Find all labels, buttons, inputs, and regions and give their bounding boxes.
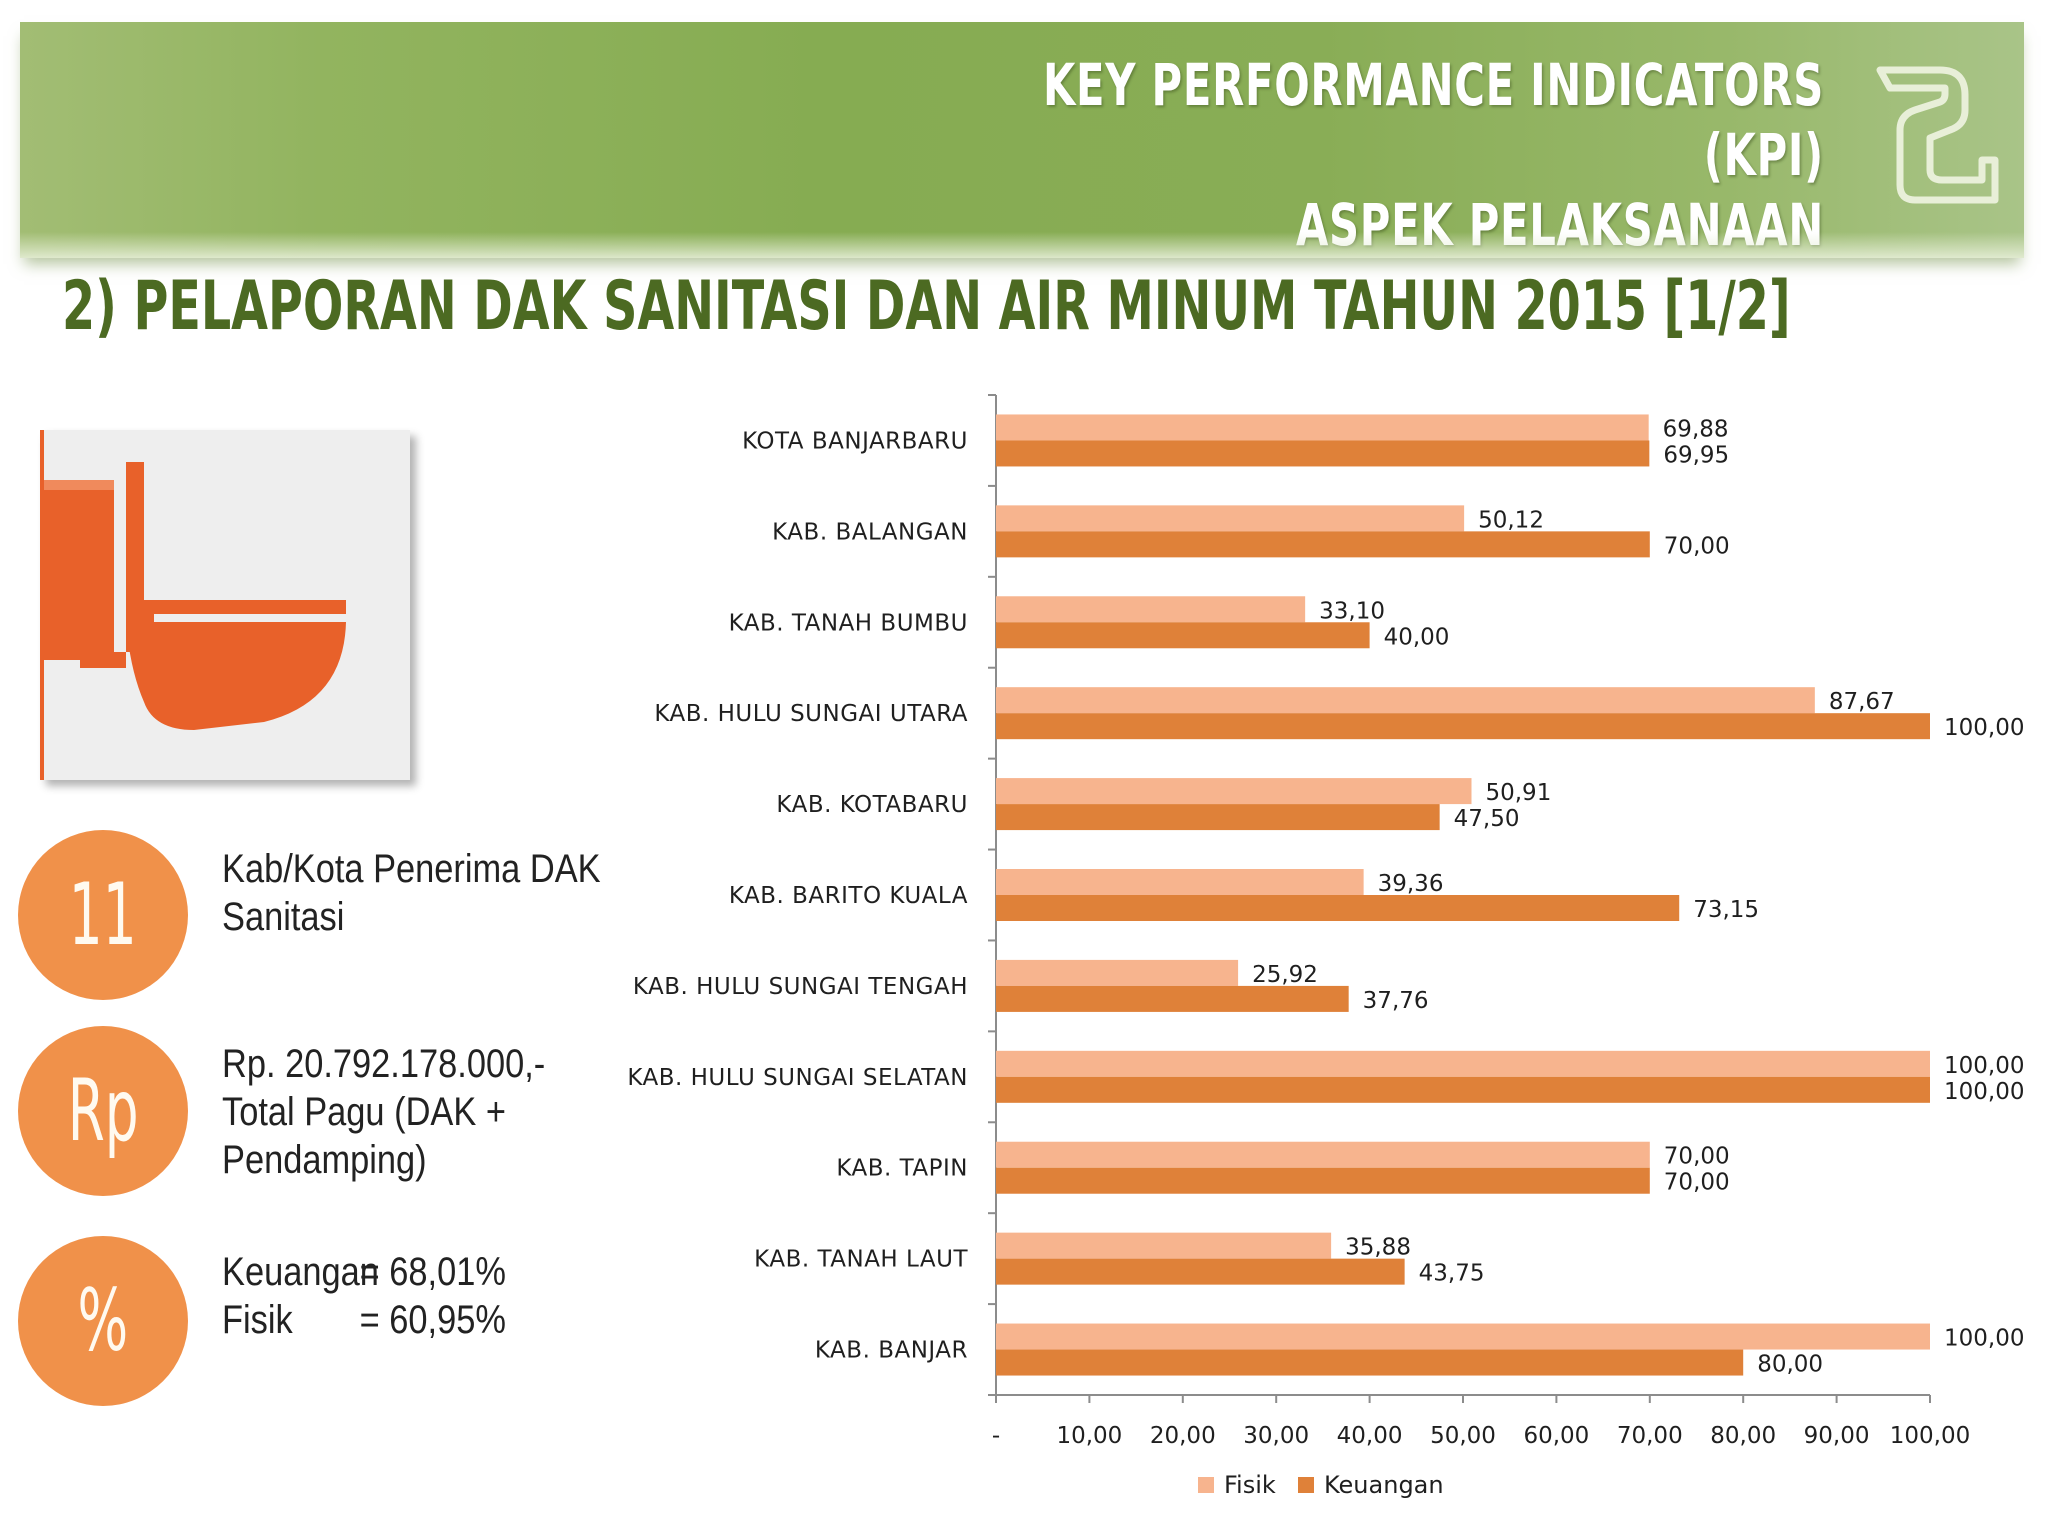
data-label-fisik: 50,91 (1485, 780, 1551, 806)
bar-keuangan (996, 1258, 1405, 1285)
bar-keuangan (996, 985, 1349, 1012)
bar-fisik (996, 414, 1649, 441)
data-label-fisik: 50,12 (1478, 507, 1544, 533)
category-label: KAB. TANAH LAUT (754, 1247, 968, 1273)
data-label-keuangan: 73,15 (1693, 897, 1759, 923)
toilet-icon-card (40, 430, 410, 780)
rupiah-circle-text: Rp (67, 1061, 139, 1161)
data-label-fisik: 35,88 (1345, 1235, 1411, 1261)
data-label-keuangan: 37,76 (1363, 988, 1429, 1014)
data-label-keuangan: 47,50 (1454, 806, 1520, 832)
legend-swatch-keuangan (1298, 1477, 1314, 1493)
category-label: KAB. KOTABARU (776, 792, 968, 818)
x-tick-label: 30,00 (1243, 1423, 1309, 1449)
category-label: KAB. HULU SUNGAI SELATAN (627, 1065, 968, 1091)
fisik-stat-row: Fisik = 60,95% (222, 1296, 506, 1344)
bar-keuangan (996, 713, 1930, 740)
keuangan-stat-row: Keuangan= 68,01% (222, 1248, 506, 1296)
category-label: KAB. HULU SUNGAI UTARA (654, 701, 968, 727)
budget-stat-line2: Total Pagu (DAK + (222, 1090, 506, 1134)
x-tick-label: 20,00 (1150, 1423, 1216, 1449)
x-tick-label: 40,00 (1337, 1423, 1403, 1449)
ministry-logo-icon (1876, 66, 1999, 204)
data-label-keuangan: 40,00 (1384, 624, 1450, 650)
data-label-fisik: 69,88 (1663, 416, 1729, 442)
rupiah-circle-icon: Rp (18, 1026, 188, 1196)
data-label-keuangan: 43,75 (1419, 1261, 1485, 1287)
bar-keuangan (996, 622, 1370, 649)
x-tick-label: 70,00 (1617, 1423, 1683, 1449)
x-tick-label: - (992, 1423, 1000, 1449)
data-label-fisik: 87,67 (1829, 689, 1895, 715)
budget-stat-line1: Rp. 20.792.178.000,- (222, 1042, 546, 1086)
keuangan-stat-label: Keuangan (222, 1250, 379, 1294)
data-label-fisik: 100,00 (1944, 1053, 2024, 1079)
count-stat-text: Kab/Kota Penerima DAK Sanitasi (222, 845, 601, 941)
data-label-fisik: 25,92 (1252, 962, 1318, 988)
bar-keuangan (996, 804, 1440, 831)
fisik-stat-value: = 60,95% (359, 1298, 506, 1342)
keuangan-stat-value: = 68,01% (359, 1250, 506, 1294)
bar-fisik (996, 1232, 1332, 1259)
category-label: KAB. HULU SUNGAI TENGAH (633, 974, 968, 1000)
count-circle-icon: 11 (18, 830, 188, 1000)
bar-fisik (996, 959, 1239, 986)
bar-fisik (996, 1323, 1930, 1350)
bar-fisik (996, 778, 1472, 805)
bar-fisik (996, 1050, 1930, 1077)
legend-swatch-fisik (1198, 1477, 1214, 1493)
bar-keuangan (996, 1349, 1744, 1376)
header-title-line1: KEY PERFORMANCE INDICATORS (KPI) (1042, 51, 1824, 189)
data-label-fisik: 100,00 (1944, 1326, 2024, 1352)
x-tick-label: 100,00 (1890, 1423, 1970, 1449)
category-label: KAB. TAPIN (836, 1156, 968, 1182)
category-label: KAB. TANAH BUMBU (729, 610, 968, 636)
percent-circle-icon: % (18, 1236, 188, 1406)
header-banner: KEY PERFORMANCE INDICATORS (KPI) ASPEK P… (20, 22, 2024, 259)
data-label-keuangan: 100,00 (1944, 1079, 2024, 1105)
budget-stat-line3: Pendamping) (222, 1138, 427, 1182)
category-label: KOTA BANJARBARU (742, 428, 968, 454)
toilet-icon (44, 462, 346, 730)
percent-circle-text: % (77, 1271, 129, 1371)
bar-fisik (996, 505, 1465, 532)
bar-keuangan (996, 531, 1650, 558)
data-label-keuangan: 70,00 (1664, 1170, 1730, 1196)
x-tick-label: 90,00 (1804, 1423, 1870, 1449)
bar-fisik (996, 596, 1306, 623)
data-label-keuangan: 100,00 (1944, 715, 2024, 741)
x-tick-label: 50,00 (1430, 1423, 1496, 1449)
legend-label-fisik: Fisik (1224, 1471, 1276, 1499)
x-tick-label: 80,00 (1710, 1423, 1776, 1449)
x-tick-label: 10,00 (1056, 1423, 1122, 1449)
data-label-keuangan: 70,00 (1664, 533, 1730, 559)
category-label: KAB. BALANGAN (772, 519, 968, 545)
bar-keuangan (996, 895, 1680, 921)
bar-fisik (996, 1141, 1650, 1168)
bar-fisik (996, 687, 1815, 714)
bar-keuangan (996, 1076, 1930, 1103)
data-label-keuangan: 80,00 (1757, 1352, 1823, 1378)
bar-keuangan (996, 1167, 1650, 1194)
category-label: KAB. BARITO KUALA (729, 883, 968, 909)
legend-label-keuangan: Keuangan (1324, 1471, 1444, 1499)
data-label-fisik: 33,10 (1319, 598, 1385, 624)
bar-keuangan (996, 440, 1650, 467)
data-label-fisik: 39,36 (1378, 871, 1444, 897)
data-label-keuangan: 69,95 (1663, 442, 1729, 468)
fisik-stat-label: Fisik (222, 1298, 293, 1342)
count-circle-text: 11 (69, 865, 137, 965)
bar-fisik (996, 869, 1364, 895)
data-label-fisik: 70,00 (1664, 1144, 1730, 1170)
percent-stat-text: Keuangan= 68,01% Fisik = 60,95% (222, 1248, 506, 1344)
count-stat-line1: Kab/Kota Penerima DAK (222, 847, 601, 891)
budget-stat-text: Rp. 20.792.178.000,- Total Pagu (DAK + P… (222, 1040, 545, 1184)
count-stat-line2: Sanitasi (222, 895, 345, 939)
x-tick-label: 60,00 (1523, 1423, 1589, 1449)
category-label: KAB. BANJAR (815, 1338, 968, 1364)
